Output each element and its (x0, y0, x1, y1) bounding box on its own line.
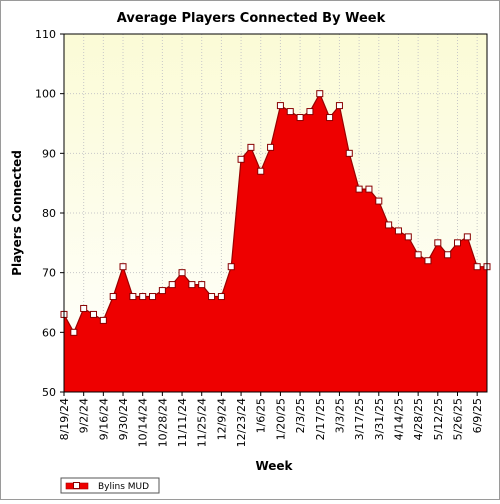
data-point-marker (345, 149, 353, 157)
data-point-marker (99, 316, 107, 324)
y-tick-label: 80 (42, 207, 56, 220)
data-point-marker (139, 293, 147, 301)
data-point-marker (473, 263, 481, 271)
data-point-marker (227, 263, 235, 271)
data-point-marker (267, 143, 275, 151)
data-point-marker (276, 102, 284, 110)
data-point-marker (109, 293, 117, 301)
x-tick-label: 4/28/25 (412, 398, 425, 440)
x-tick-label: 11/11/24 (176, 398, 189, 447)
data-point-marker (158, 287, 166, 295)
data-point-marker (375, 197, 383, 205)
data-point-marker (188, 281, 196, 289)
data-point-marker (286, 108, 294, 116)
legend-marker-icon (73, 482, 80, 489)
x-tick-label: 3/17/25 (353, 398, 366, 440)
x-tick-labels: 8/19/24 9/2/24 9/16/24 9/30/24 10/14/24 10/28… (58, 392, 484, 447)
y-axis-title: Players Connected (10, 150, 24, 276)
data-point-marker (257, 167, 265, 175)
x-tick-label: 9/30/24 (117, 398, 130, 440)
data-point-marker (365, 185, 373, 193)
data-point-marker (217, 293, 225, 301)
data-point-marker (178, 269, 186, 277)
data-point-marker (326, 114, 334, 122)
data-point-marker (424, 257, 432, 265)
series-area-bylins-mud (64, 93, 487, 393)
legend-label: Bylins MUD (98, 482, 149, 492)
x-tick-label: 6/9/25 (471, 398, 484, 433)
x-axis-title: Week (255, 459, 293, 473)
data-point-marker (453, 239, 461, 247)
data-point-marker (208, 293, 216, 301)
x-tick-label: 10/14/24 (137, 398, 150, 447)
data-point-marker (306, 108, 314, 116)
x-tick-label: 11/25/24 (196, 398, 209, 447)
data-point-marker (237, 155, 245, 163)
x-tick-label: 10/28/24 (156, 398, 169, 447)
x-tick-label: 5/26/25 (451, 398, 464, 440)
x-tick-label: 3/31/25 (373, 398, 386, 440)
data-point-marker (404, 233, 412, 241)
data-point-marker (119, 263, 127, 271)
x-tick-label: 4/14/25 (392, 398, 405, 440)
x-tick-label: 8/19/24 (58, 398, 71, 440)
x-tick-label: 12/23/24 (235, 398, 248, 447)
data-point-marker (385, 221, 393, 229)
y-tick-label: 110 (35, 28, 56, 41)
data-point-marker (247, 143, 255, 151)
data-point-marker (316, 90, 324, 98)
x-tick-label: 9/16/24 (97, 398, 110, 440)
data-point-marker (129, 293, 137, 301)
chart-title: Average Players Connected By Week (117, 11, 386, 26)
data-point-marker (414, 251, 422, 259)
x-tick-label: 2/3/25 (294, 398, 307, 433)
data-point-marker (463, 233, 471, 241)
x-tick-label: 1/20/25 (274, 398, 287, 440)
data-point-marker (394, 227, 402, 235)
legend: Bylins MUD (60, 477, 160, 494)
data-point-marker (296, 114, 304, 122)
data-point-marker (335, 102, 343, 110)
data-point-marker (168, 281, 176, 289)
y-tick-label: 70 (42, 267, 56, 280)
data-point-marker (149, 293, 157, 301)
y-tick-label: 100 (35, 88, 56, 101)
x-tick-label: 5/12/25 (432, 398, 445, 440)
data-point-marker (70, 328, 78, 336)
y-tick-label: 60 (42, 326, 56, 339)
data-point-marker (80, 304, 88, 312)
x-tick-label: 1/6/25 (255, 398, 268, 433)
data-point-marker (355, 185, 363, 193)
data-point-marker (444, 251, 452, 259)
data-point-marker (198, 281, 206, 289)
y-tick-label: 90 (42, 147, 56, 160)
x-tick-label: 2/17/25 (314, 398, 327, 440)
x-tick-label: 12/9/24 (215, 398, 228, 440)
x-tick-label: 9/2/24 (78, 398, 91, 433)
y-tick-label: 50 (42, 386, 56, 399)
data-point-marker (90, 310, 98, 318)
data-point-marker (434, 239, 442, 247)
y-tick-labels: 50 60 70 80 90 100 110 (35, 28, 64, 399)
x-tick-label: 3/3/25 (333, 398, 346, 433)
